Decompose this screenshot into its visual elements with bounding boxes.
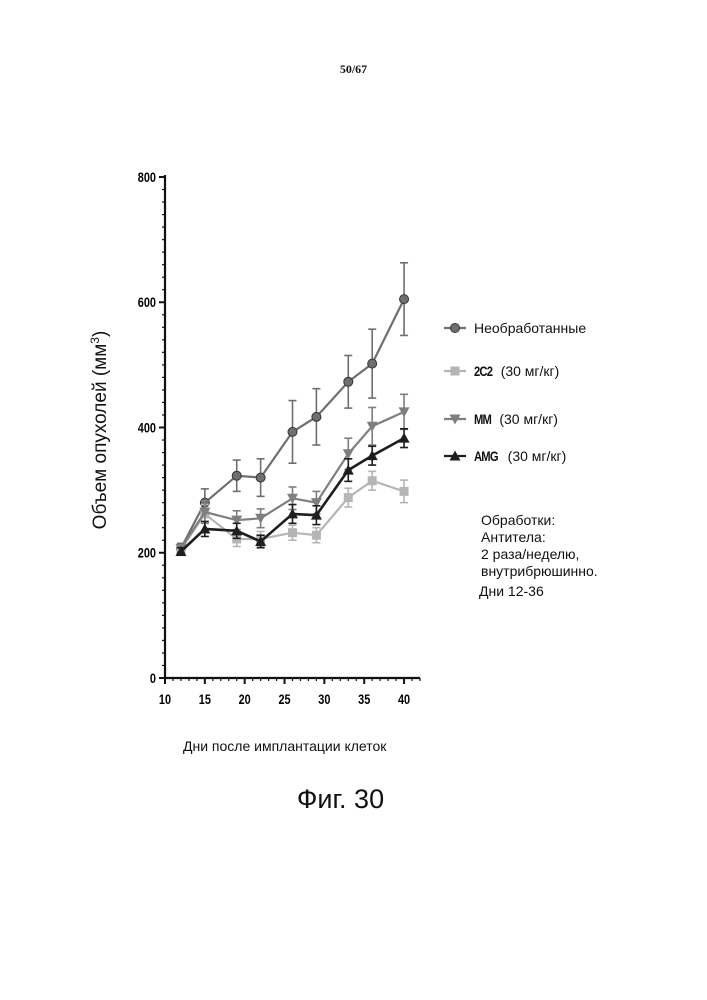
legend-marker-untreated xyxy=(442,321,468,335)
figure-caption-text: Фиг. 30 xyxy=(297,784,384,814)
data-point xyxy=(400,487,409,496)
notes-line-days: Дни 12-36 xyxy=(479,583,598,600)
legend-item-mm: MM (30 мг/кг) xyxy=(442,411,558,427)
y-axis-label-close: ) xyxy=(90,331,111,337)
data-point xyxy=(344,377,353,386)
x-tick-label: 15 xyxy=(199,692,211,708)
y-axis-label: Объем опухолей (мм3) xyxy=(88,331,112,530)
legend-label-mm: MM xyxy=(474,411,491,427)
treatment-notes: Обработки: Антитела: 2 раза/неделю, внут… xyxy=(481,512,598,600)
x-axis-label: Дни после имплантации клеток xyxy=(183,738,386,754)
legend-dose-2c2: (30 мг/кг) xyxy=(501,363,560,379)
legend-item-amg: AMG (30 мг/кг) xyxy=(442,448,566,464)
data-point xyxy=(288,528,297,537)
data-point xyxy=(232,471,241,480)
y-tick-label: 800 xyxy=(138,170,156,186)
data-point xyxy=(400,295,409,304)
legend-item-2c2: 2C2 (30 мг/кг) xyxy=(442,363,559,379)
legend-symbol xyxy=(451,324,460,333)
y-axis-label-text: Объем опухолей (мм xyxy=(90,344,111,530)
notes-line-route: внутрибрюшинно. xyxy=(481,563,598,580)
legend-dose-mm: (30 мг/кг) xyxy=(499,411,558,427)
legend-dose-amg: (30 мг/кг) xyxy=(508,448,567,464)
legend-marker-2c2 xyxy=(442,364,468,378)
data-point xyxy=(312,412,321,421)
data-point xyxy=(399,433,410,443)
data-point xyxy=(368,359,377,368)
legend-label-2c2: 2C2 xyxy=(474,363,492,379)
data-point xyxy=(368,476,377,485)
data-point xyxy=(399,407,410,417)
y-tick-label: 200 xyxy=(138,545,156,561)
x-tick-label: 35 xyxy=(358,692,370,708)
figure-caption: Фиг. 30 xyxy=(0,784,707,815)
data-point xyxy=(312,531,321,540)
y-tick-label: 600 xyxy=(138,295,156,311)
y-tick-label: 0 xyxy=(150,671,156,687)
y-axis-label-superscript: 3 xyxy=(88,337,102,344)
y-tick-label: 400 xyxy=(138,420,156,436)
legend-label-amg: AMG xyxy=(474,448,498,464)
legend-symbol xyxy=(451,367,460,376)
notes-line-frequency: 2 раза/неделю, xyxy=(481,546,598,563)
legend-label-untreated: Необработанные xyxy=(474,320,586,336)
data-point xyxy=(344,493,353,502)
x-tick-label: 30 xyxy=(318,692,330,708)
x-tick-label: 20 xyxy=(239,692,251,708)
legend-marker-mm xyxy=(442,412,468,426)
notes-line-treatments: Обработки: xyxy=(481,512,598,529)
data-point xyxy=(256,473,265,482)
data-point xyxy=(367,450,378,460)
x-tick-label: 40 xyxy=(398,692,410,708)
x-tick-label: 25 xyxy=(278,692,290,708)
legend-marker-amg xyxy=(442,449,468,463)
data-point xyxy=(288,427,297,436)
x-tick-label: 10 xyxy=(159,692,171,708)
legend-item-untreated: Необработанные xyxy=(442,320,586,336)
notes-line-antibodies: Антитела: xyxy=(481,529,598,546)
